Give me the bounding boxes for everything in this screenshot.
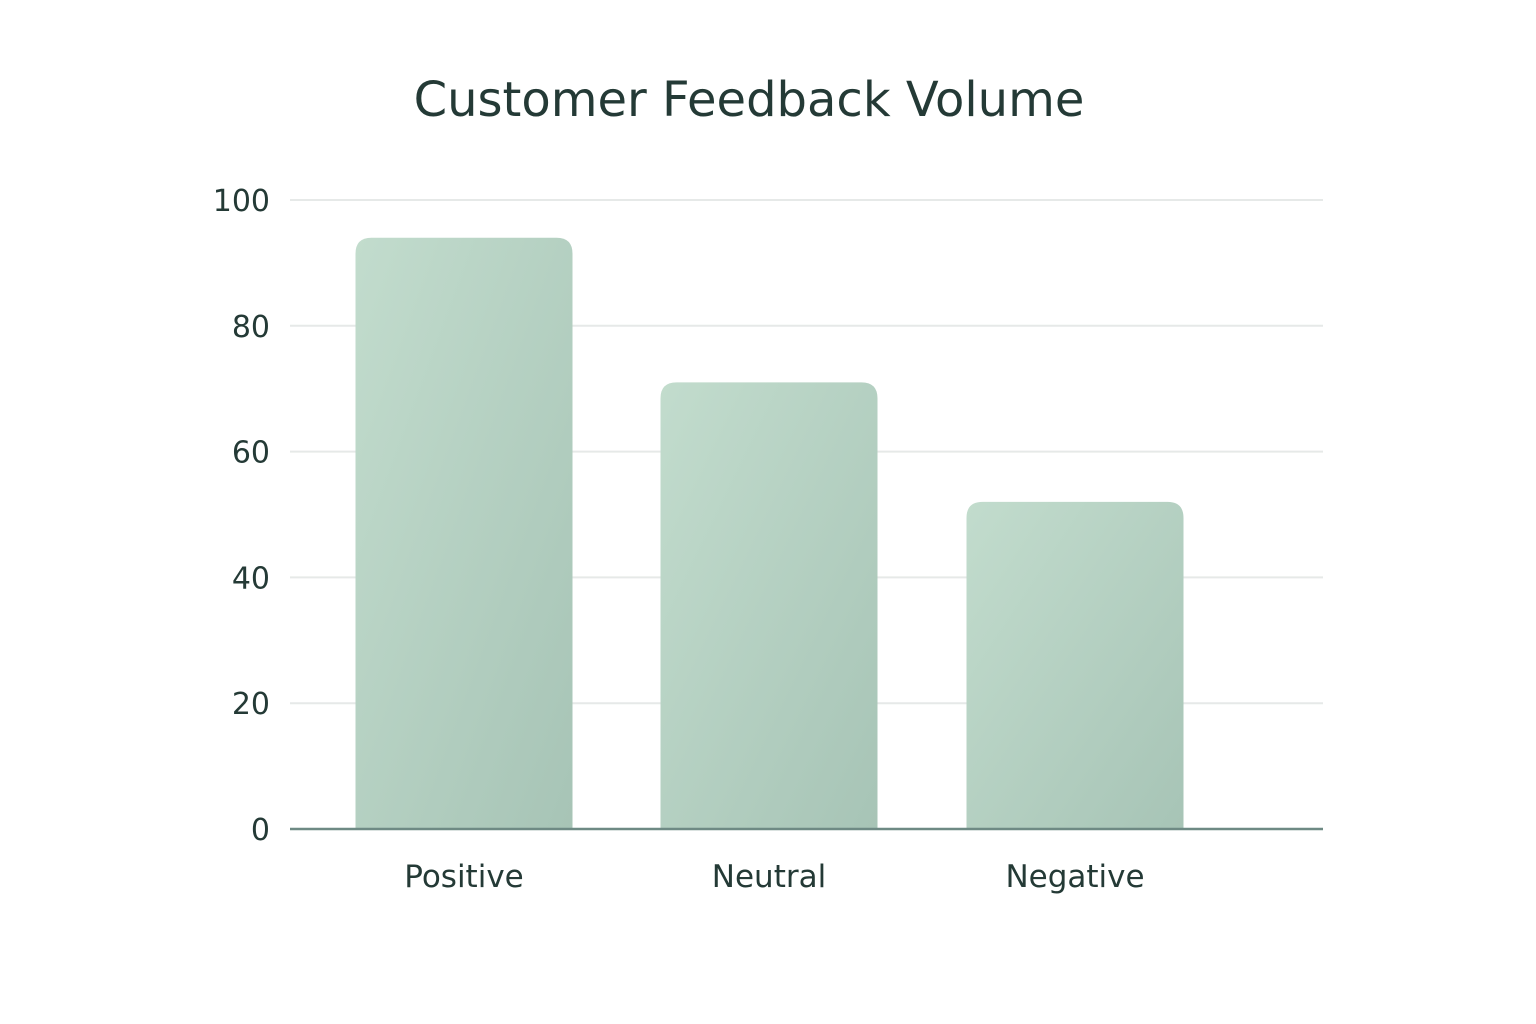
bar-neutral [660, 382, 878, 829]
bar-positive [355, 237, 573, 830]
bar-negative [966, 501, 1184, 829]
x-category-label: Negative [1005, 859, 1144, 895]
x-category-label: Neutral [712, 859, 826, 895]
y-tick-label: 80 [232, 310, 270, 345]
y-tick-label: 20 [232, 687, 270, 722]
y-tick-label: 40 [232, 561, 270, 596]
y-axis-ticks: 0 20 40 60 80 100 [213, 184, 270, 848]
bars [355, 237, 1184, 830]
x-axis-categories: Positive Neutral Negative [404, 859, 1144, 895]
y-tick-label: 0 [251, 813, 270, 848]
y-tick-label: 60 [232, 436, 270, 471]
x-category-label: Positive [404, 859, 524, 895]
chart-title: Customer Feedback Volume [414, 72, 1085, 128]
y-tick-label: 100 [213, 184, 270, 219]
